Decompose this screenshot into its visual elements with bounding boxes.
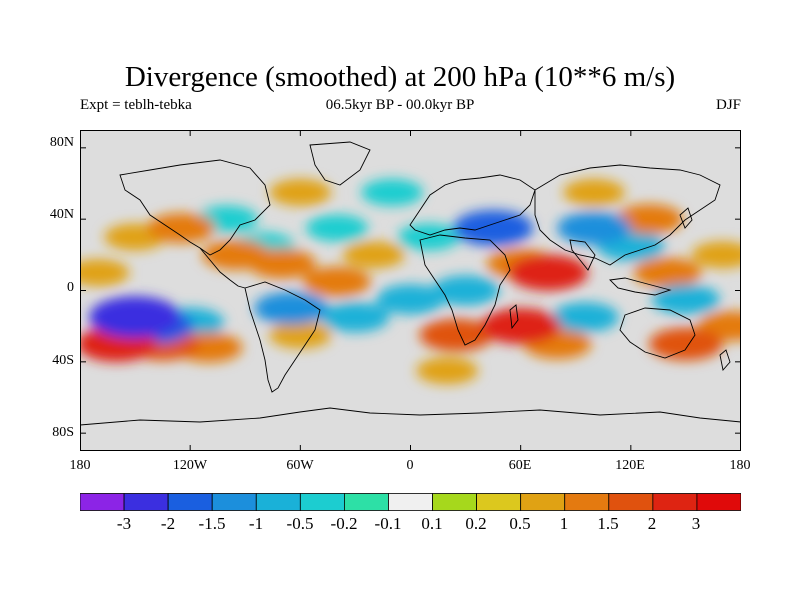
lon-tick-120w: 120W	[172, 458, 208, 473]
colorbar-box	[211, 493, 257, 511]
field-blob	[269, 321, 332, 349]
coastline-japan	[679, 207, 693, 229]
field-blob	[321, 302, 390, 333]
colorbar-box	[432, 493, 477, 511]
divergence-field	[80, 178, 741, 385]
field-blob	[633, 257, 702, 288]
field-blob	[89, 296, 182, 339]
colorbar-box	[696, 493, 741, 511]
coastline-central-america	[199, 247, 246, 289]
lat-tick-40s: 40S	[52, 353, 74, 368]
colorbar-box	[80, 493, 125, 511]
colorbar-label: 0.1	[421, 514, 443, 533]
colorbar-label: 2	[647, 514, 657, 533]
colorbar-box	[388, 493, 433, 511]
colorbar-label: 0.5	[509, 514, 531, 533]
colorbar-box	[255, 493, 301, 511]
colorbar-box	[123, 493, 169, 511]
colorbar-label: 3	[691, 514, 701, 533]
coastline-australia	[619, 307, 696, 359]
coastline-new-zealand	[719, 349, 731, 371]
lon-tick-60e: 60E	[508, 458, 532, 473]
coastline-south-america	[244, 281, 321, 393]
colorbar-box	[343, 493, 389, 511]
field-blob	[303, 266, 372, 297]
field-blob	[550, 302, 619, 333]
lon-tick-180e: 180	[729, 458, 751, 473]
colorbar-label: -2	[160, 514, 176, 533]
field-blob	[146, 213, 215, 244]
field-blob	[80, 259, 130, 287]
colorbar-label: -3	[116, 514, 132, 533]
field-blob	[397, 223, 460, 251]
field-blob	[480, 308, 561, 345]
experiment-label: Expt = teblh-tebka	[80, 97, 192, 113]
lat-tick-80s: 80S	[52, 425, 74, 440]
field-blob	[269, 178, 332, 206]
field-blob	[376, 284, 445, 315]
coastline-africa	[419, 234, 511, 346]
field-blob	[615, 204, 684, 235]
chart-title: Divergence (smoothed) at 200 hPa (10**6 …	[124, 61, 676, 93]
field-blob	[247, 248, 316, 279]
field-blob	[254, 291, 329, 325]
field-blob	[306, 214, 369, 242]
coastline-india	[569, 239, 596, 271]
axis-ticks	[80, 130, 741, 451]
field-blob	[563, 178, 626, 206]
colorbar-box	[476, 493, 522, 511]
field-blob	[651, 284, 720, 315]
divergence-map	[80, 130, 741, 451]
colorbar-box	[167, 493, 213, 511]
coastline-antarctica	[80, 407, 741, 426]
field-blob	[416, 357, 479, 385]
colorbar-box	[564, 493, 610, 511]
season-label: DJF	[715, 97, 741, 113]
colorbar-box	[608, 493, 654, 511]
lon-tick-120e: 120E	[615, 458, 645, 473]
colorbar-box	[299, 493, 345, 511]
colorbar-label: -0.2	[330, 514, 358, 533]
colorbar-label: 1.5	[597, 514, 619, 533]
lon-tick-0: 0	[406, 458, 414, 473]
coastline-madagascar	[509, 304, 519, 330]
lat-tick-80n: 80N	[49, 135, 74, 150]
colorbar-box	[520, 493, 566, 511]
colorbar	[80, 493, 741, 511]
lat-tick-40n: 40N	[49, 207, 74, 222]
field-blob	[453, 210, 534, 247]
period-label: 06.5kyr BP - 00.0kyr BP	[325, 97, 475, 113]
lat-tick-0: 0	[67, 280, 74, 295]
colorbar-label: -1.5	[198, 514, 226, 533]
colorbar-label: -0.1	[374, 514, 402, 533]
field-blob	[691, 241, 741, 269]
coastline-greenland	[309, 141, 371, 186]
lon-tick-60w: 60W	[286, 458, 314, 473]
colorbar-label: 0.2	[465, 514, 487, 533]
field-blob	[361, 178, 424, 206]
field-blob	[431, 275, 500, 306]
coastline-indonesia	[609, 277, 672, 296]
coastlines	[80, 141, 741, 426]
field-blob	[419, 318, 494, 352]
coastline-north-america	[119, 159, 271, 256]
field-blob	[557, 211, 632, 245]
coastline-europe	[409, 174, 536, 236]
colorbar-label: 1	[559, 514, 569, 533]
field-blob	[342, 241, 405, 269]
field-blob	[508, 254, 589, 291]
colorbar-box	[652, 493, 698, 511]
lon-tick-180w: 180	[69, 458, 91, 473]
field-blob	[648, 327, 723, 361]
colorbar-label: -1	[248, 514, 264, 533]
coastline-asia	[534, 164, 721, 266]
colorbar-label: -0.5	[286, 514, 314, 533]
